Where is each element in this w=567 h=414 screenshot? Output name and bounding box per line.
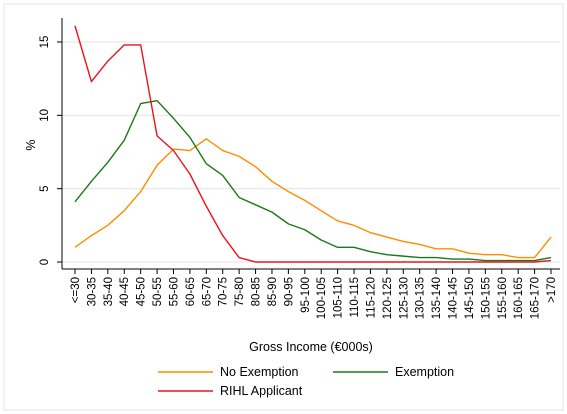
x-tick-label: 125-130 — [398, 277, 410, 319]
x-tick-label: 145-150 — [464, 277, 476, 319]
x-tick-label: 50-55 — [152, 277, 164, 306]
x-tick-label: 40-45 — [119, 277, 131, 306]
figure-frame — [3, 3, 564, 411]
y-tick-label: 15 — [39, 36, 51, 49]
x-tick-label: 30-35 — [86, 277, 98, 306]
series-line-no-exemption — [74, 138, 552, 259]
x-tick-label: 120-125 — [382, 277, 394, 319]
x-tick-label: 165-170 — [530, 277, 542, 319]
x-tick-label: 35-40 — [103, 277, 115, 306]
x-tick-label: 85-90 — [267, 277, 279, 306]
x-tick-label: 160-165 — [513, 277, 525, 319]
x-tick-label: 95-100 — [300, 277, 312, 313]
y-tick-label: 0 — [39, 259, 51, 265]
y-ticks: 0 5 10 15 — [39, 36, 62, 265]
x-axis-label: Gross Income (€000s) — [249, 340, 373, 354]
x-tick-label: 45-50 — [136, 277, 148, 306]
x-tick-label: 55-60 — [168, 277, 180, 306]
x-tick-label: 75-80 — [234, 277, 246, 306]
x-tick-label: >170 — [546, 277, 558, 303]
x-tick-label: 130-135 — [415, 277, 427, 319]
y-axis-label: % — [24, 139, 38, 150]
series-line-rihl-applicant — [74, 25, 552, 263]
x-ticks: <=30 30-35 35-40 40-45 45-50 50-55 55-60 60-65 6… — [70, 269, 558, 319]
axes — [61, 18, 560, 270]
x-tick-label: 110-115 — [349, 277, 361, 318]
x-tick-label: 65-70 — [201, 277, 213, 306]
x-tick-label: 80-85 — [251, 277, 263, 306]
y-tick-label: 10 — [39, 109, 51, 122]
x-tick-label: 105-110 — [333, 277, 345, 318]
x-tick-label: 135-140 — [431, 277, 443, 319]
x-tick-label: 70-75 — [218, 277, 230, 306]
series-line-exemption — [74, 99, 552, 262]
series-lines — [74, 25, 552, 263]
legend-label-rihl-applicant: RIHL Applicant — [220, 384, 303, 398]
x-tick-label: 115-120 — [365, 277, 377, 318]
x-tick-label: <=30 — [70, 277, 82, 303]
x-tick-label: 60-65 — [185, 277, 197, 306]
legend-label-exemption: Exemption — [395, 365, 454, 379]
y-tick-label: 5 — [39, 185, 51, 191]
legend-label-no-exemption: No Exemption — [220, 365, 299, 379]
x-tick-label: 100-105 — [316, 277, 328, 319]
x-tick-label: 140-145 — [448, 277, 460, 319]
legend: No Exemption Exemption RIHL Applicant — [158, 365, 454, 398]
x-tick-label: 155-160 — [497, 277, 509, 319]
x-tick-label: 90-95 — [283, 277, 295, 306]
x-tick-label: 150-155 — [480, 277, 492, 319]
